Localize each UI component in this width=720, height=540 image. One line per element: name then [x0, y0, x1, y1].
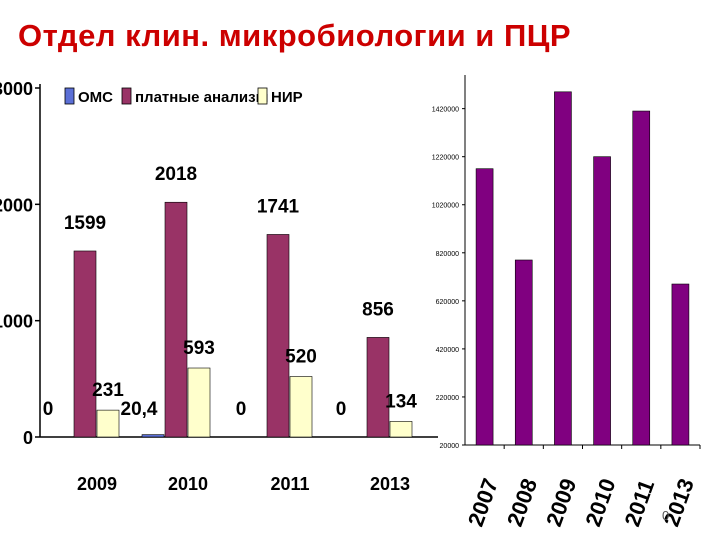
data-label: 1741: [257, 196, 300, 217]
bar-nir: [187, 367, 211, 438]
y-tick-label: 2000: [0, 195, 33, 215]
y-tick-label: 0: [23, 428, 33, 448]
y-tick-label: 820000: [436, 251, 459, 258]
page-number: 0: [662, 508, 670, 523]
bar-nir: [96, 409, 120, 438]
data-label: 1599: [64, 213, 106, 234]
y-tick-label: 420000: [436, 347, 459, 354]
y-tick-label: 1420000: [432, 107, 459, 114]
legend-swatch-nir: [257, 87, 268, 105]
x-category-label: 2013: [370, 474, 410, 494]
y-tick-label: 220000: [436, 395, 459, 402]
bar-paid: [164, 201, 188, 438]
bar: [514, 259, 533, 446]
legend-label: НИР: [271, 89, 303, 106]
bar-oms: [141, 434, 165, 438]
legend-swatch-paid: [121, 87, 132, 105]
bar-paid: [366, 337, 390, 438]
x-category-label: 2007: [463, 475, 503, 530]
data-label: 231: [92, 380, 124, 401]
legend-label: платные анализы: [135, 89, 268, 106]
bar: [554, 91, 572, 446]
y-tick-label: 3000: [0, 79, 33, 99]
bar-nir: [289, 376, 313, 438]
y-tick-label: 1020000: [432, 203, 459, 210]
slide-title: Отдел клин. микробиологии и ПЦР: [18, 18, 572, 53]
data-label: 593: [183, 338, 215, 359]
data-label: 134: [385, 391, 417, 412]
data-label: 856: [362, 299, 394, 320]
x-category-label: 2008: [502, 475, 542, 530]
bar: [632, 110, 651, 446]
x-category-label: 2010: [580, 475, 620, 530]
x-category-label: 2010: [168, 474, 208, 494]
data-label: 520: [285, 347, 317, 368]
y-tick-label: 1220000: [432, 155, 459, 162]
data-label: 20,4: [121, 399, 158, 420]
x-category-label: 2011: [619, 476, 659, 529]
data-label: 0: [43, 399, 54, 420]
bar-paid: [73, 250, 97, 438]
y-tick-label: 620000: [436, 299, 459, 306]
legend-swatch-oms: [64, 87, 75, 105]
data-label: 0: [236, 399, 247, 420]
data-label: 2018: [155, 164, 197, 185]
x-category-label: 2009: [541, 475, 581, 530]
bar: [671, 283, 690, 446]
x-category-label: 2011: [270, 474, 309, 494]
bar: [593, 156, 611, 446]
legend-label: ОМС: [78, 89, 113, 106]
bar-paid: [266, 234, 290, 438]
bar-nir: [389, 421, 413, 438]
x-category-label: 2009: [77, 474, 117, 494]
data-label: 0: [336, 399, 347, 420]
y-tick-label: 1000: [0, 312, 33, 332]
y-tick-label: 20000: [440, 443, 460, 450]
bar: [475, 168, 494, 446]
